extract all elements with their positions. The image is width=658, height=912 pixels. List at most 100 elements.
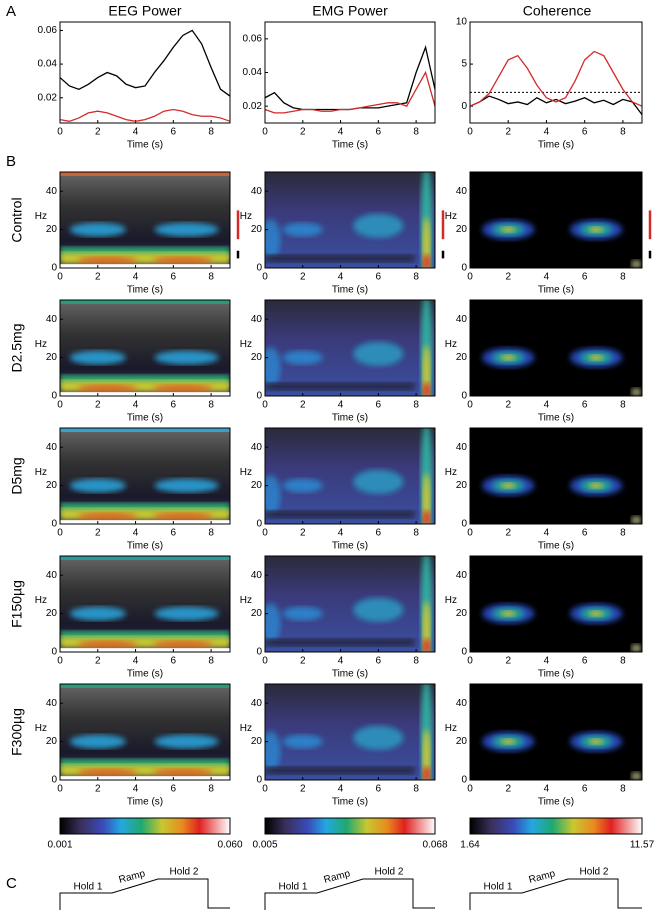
y-tick-label: 40	[46, 314, 58, 325]
y-axis-label: Hz	[240, 723, 252, 734]
spectral-blob	[422, 600, 431, 652]
y-tick-label: 5	[461, 59, 467, 70]
plot-frame	[469, 299, 643, 397]
spectral-blob	[69, 222, 126, 237]
x-tick-label: 2	[300, 656, 306, 667]
spectral-blob	[154, 222, 219, 237]
x-tick-label: 8	[620, 528, 626, 539]
y-tick-label: 20	[46, 736, 58, 747]
y-axis-label: Hz	[445, 467, 457, 478]
x-tick-label: 2	[95, 127, 101, 138]
colorbar-label: 0.001	[47, 840, 72, 851]
spectral-blob	[152, 384, 213, 393]
line-series	[264, 70, 436, 114]
y-tick-label: 20	[251, 736, 263, 747]
band	[60, 636, 230, 649]
y-tick-label: 40	[251, 570, 263, 581]
x-tick-label: 4	[338, 784, 344, 795]
background	[470, 684, 642, 780]
x-tick-label: 8	[620, 400, 626, 411]
plot-frame	[59, 555, 231, 653]
spectral-blob	[422, 382, 431, 396]
y-axis-label: Hz	[35, 723, 47, 734]
x-tick-label: 6	[376, 528, 382, 539]
x-tick-label: 6	[582, 656, 588, 667]
spectral-blob	[501, 226, 516, 233]
x-tick-label: 4	[338, 528, 344, 539]
spectral-blob	[422, 472, 431, 524]
phase-label: Hold 1	[279, 882, 308, 893]
spectrogram	[60, 300, 230, 396]
spectral-blob	[589, 226, 604, 233]
spectral-blob	[152, 512, 213, 521]
x-axis-label: Time (s)	[127, 669, 163, 680]
y-tick-label: 0	[256, 775, 262, 786]
band	[60, 264, 230, 268]
x-axis-label: Time (s)	[332, 541, 368, 552]
spectral-blob	[152, 640, 213, 649]
x-tick-label: 0	[57, 400, 63, 411]
spectral-blob	[69, 478, 126, 493]
x-axis-label: Time (s)	[538, 541, 574, 552]
y-tick-label: 40	[456, 186, 468, 197]
y-tick-label: 40	[456, 570, 468, 581]
y-tick-label: 0	[256, 647, 262, 658]
spectral-blob	[265, 603, 281, 644]
x-tick-label: 0	[262, 400, 268, 411]
spectral-blob	[353, 725, 404, 750]
y-axis-label: Hz	[445, 211, 457, 222]
x-axis-label: Time (s)	[127, 285, 163, 296]
spectrogram	[265, 556, 435, 652]
plot-frame	[264, 171, 436, 269]
background	[470, 428, 642, 524]
x-tick-label: 0	[467, 656, 473, 667]
x-tick-label: 2	[95, 272, 101, 283]
band	[265, 510, 415, 519]
y-axis-label: Hz	[35, 339, 47, 350]
spectral-blob	[631, 388, 642, 396]
x-tick-label: 8	[413, 528, 419, 539]
band	[60, 776, 230, 780]
x-tick-label: 4	[544, 272, 550, 283]
x-axis-label: Time (s)	[127, 140, 163, 151]
x-axis-label: Time (s)	[127, 541, 163, 552]
x-tick-label: 2	[300, 400, 306, 411]
spectrogram	[265, 172, 435, 268]
y-tick-label: 20	[251, 224, 263, 235]
x-axis-label: Time (s)	[538, 140, 574, 151]
phase-label: Hold 1	[484, 882, 513, 893]
x-tick-label: 6	[376, 400, 382, 411]
x-axis-label: Time (s)	[538, 797, 574, 808]
plot-frame	[469, 683, 643, 781]
panel-label: A	[6, 3, 16, 20]
x-tick-label: 0	[262, 656, 268, 667]
line-series	[59, 108, 231, 122]
x-tick-label: 8	[620, 784, 626, 795]
x-axis-label: Time (s)	[332, 413, 368, 424]
x-tick-label: 8	[208, 784, 214, 795]
y-tick-label: 0	[461, 101, 467, 112]
x-tick-label: 2	[95, 528, 101, 539]
x-tick-label: 0	[467, 528, 473, 539]
x-tick-label: 6	[582, 127, 588, 138]
y-tick-label: 0	[256, 391, 262, 402]
band	[60, 380, 230, 393]
x-tick-label: 8	[620, 656, 626, 667]
x-tick-label: 0	[262, 528, 268, 539]
x-tick-label: 2	[300, 784, 306, 795]
band	[60, 508, 230, 521]
x-tick-label: 6	[171, 784, 177, 795]
phase-label: Hold 1	[74, 882, 103, 893]
condition-strip	[60, 300, 230, 304]
x-tick-label: 8	[208, 656, 214, 667]
line-series	[469, 50, 643, 107]
x-axis-label: Time (s)	[127, 413, 163, 424]
band	[265, 766, 415, 775]
y-tick-label: 20	[46, 480, 58, 491]
plot-frame	[264, 21, 436, 124]
x-tick-label: 2	[505, 400, 511, 411]
x-tick-label: 0	[467, 272, 473, 283]
x-axis-label: Time (s)	[332, 140, 368, 151]
x-tick-label: 6	[171, 127, 177, 138]
spectrogram	[265, 300, 435, 396]
